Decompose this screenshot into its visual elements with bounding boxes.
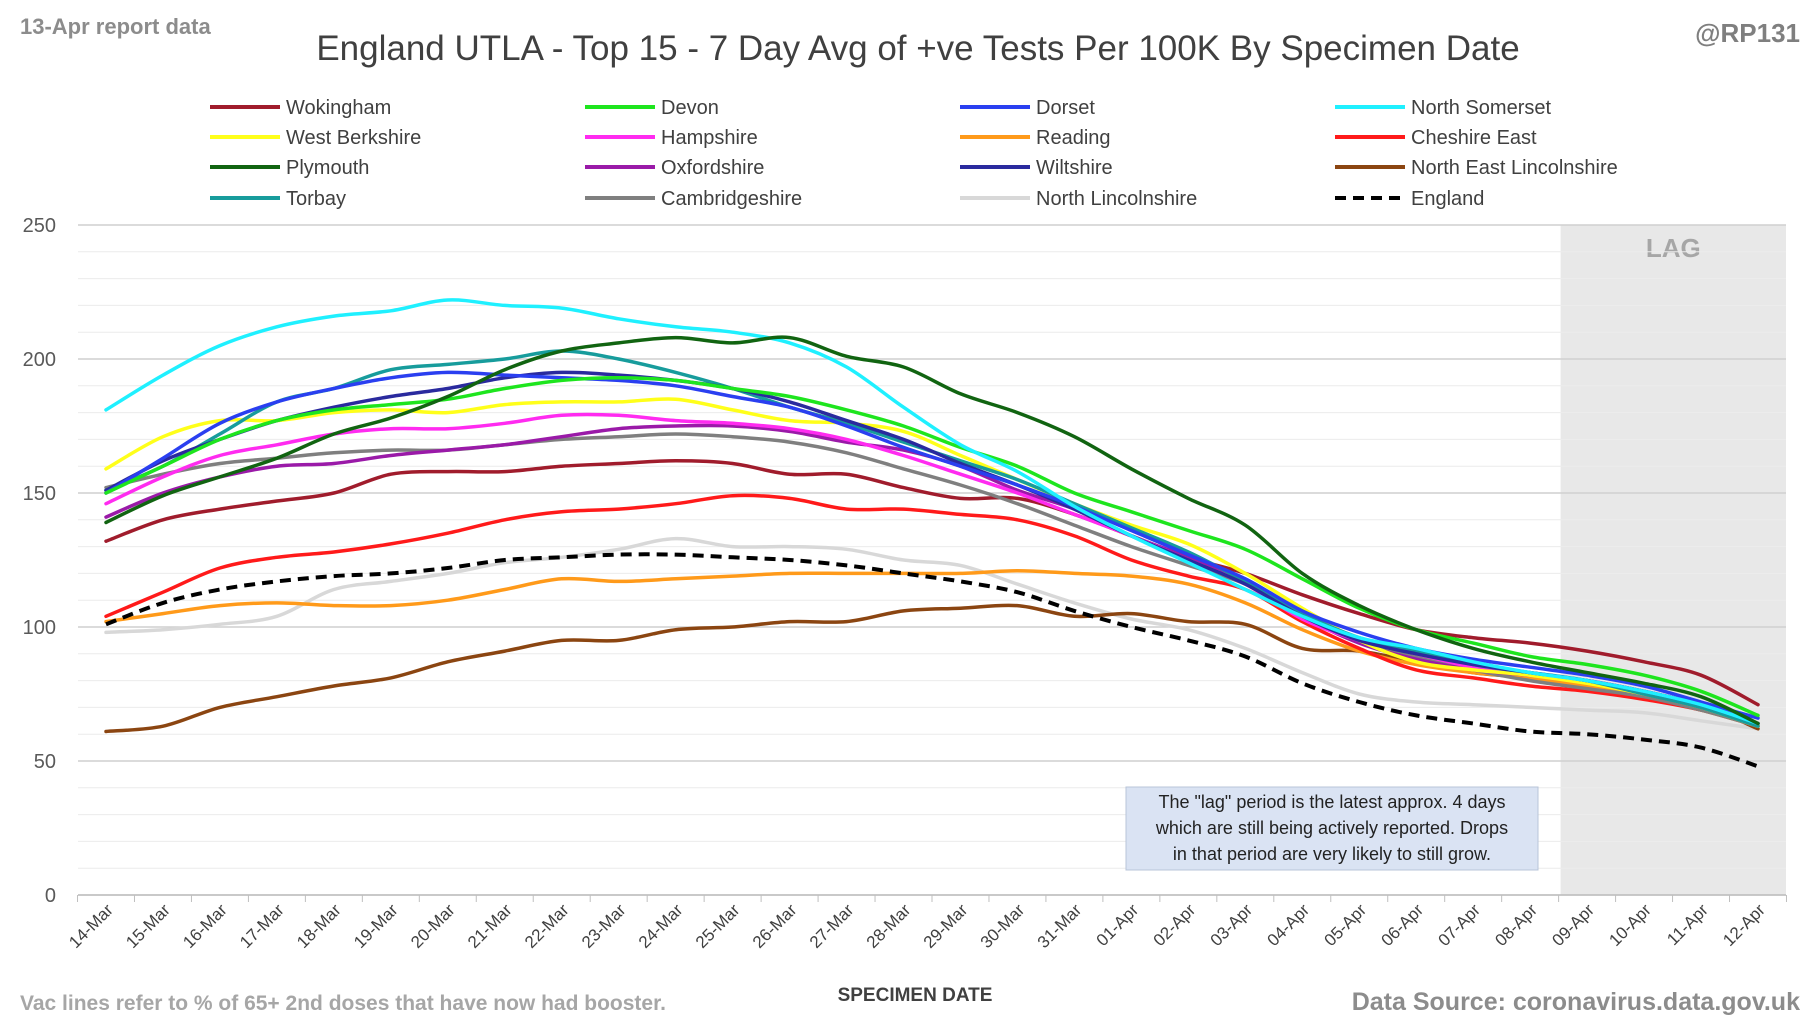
data-source: Data Source: coronavirus.data.gov.uk xyxy=(1352,988,1800,1016)
legend-item-plymouth: Plymouth xyxy=(210,157,369,179)
legend-label: Hampshire xyxy=(661,127,758,149)
y-tick-label: 0 xyxy=(45,885,56,907)
x-tick-label: 07-Apr xyxy=(1434,900,1484,950)
x-tick-label: 26-Mar xyxy=(749,900,801,952)
legend-item-wokingham: Wokingham xyxy=(210,97,391,119)
report-date: 13-Apr report data xyxy=(20,14,211,39)
legend-label: West Berkshire xyxy=(286,127,421,149)
legend-label: Cheshire East xyxy=(1411,127,1537,149)
series-line-west-berkshire xyxy=(104,397,1760,728)
legend-item-west-berkshire: West Berkshire xyxy=(210,127,421,149)
x-axis-title: SPECIMEN DATE xyxy=(838,985,993,1006)
y-axis: 0 50 100 150 200 250 xyxy=(23,215,56,907)
x-tick-label: 08-Apr xyxy=(1491,900,1541,950)
x-tick-label: 14-Mar xyxy=(65,900,117,952)
legend-label: Devon xyxy=(661,97,719,119)
x-tick-label: 19-Mar xyxy=(350,900,402,952)
x-tick-label: 05-Apr xyxy=(1321,900,1371,950)
x-tick-label: 09-Apr xyxy=(1548,900,1598,950)
legend-item-cheshire-east: Cheshire East xyxy=(1335,127,1537,149)
legend-item-dorset: Dorset xyxy=(960,97,1095,119)
chart-title: England UTLA - Top 15 - 7 Day Avg of +ve… xyxy=(316,29,1519,68)
y-tick-label: 250 xyxy=(23,215,56,237)
legend-item-north-somerset: North Somerset xyxy=(1335,97,1551,119)
series-line-plymouth xyxy=(104,335,1760,726)
legend-label: Plymouth xyxy=(286,157,369,179)
legend-label: Dorset xyxy=(1036,97,1095,119)
handle: @RP131 xyxy=(1695,18,1800,48)
legend-item-wiltshire: Wiltshire xyxy=(960,157,1113,179)
series-line-reading xyxy=(104,568,1760,728)
x-tick-label: 04-Apr xyxy=(1264,900,1314,950)
lag-note-line-3: in that period are very likely to still … xyxy=(1173,844,1491,864)
legend-item-north-lincolnshire: North Lincolnshire xyxy=(960,188,1197,210)
lag-note: The "lag" period is the latest approx. 4… xyxy=(1125,786,1539,871)
gridlines xyxy=(78,224,1786,896)
legend-item-oxfordshire: Oxfordshire xyxy=(585,157,764,179)
x-axis: 14-Mar 15-Mar 16-Mar 17-Mar 18-Mar 19-Mar 20-M… xyxy=(65,894,1787,952)
x-tick-label: 28-Mar xyxy=(863,900,915,952)
x-tick-label: 02-Apr xyxy=(1150,900,1200,950)
legend-label: Reading xyxy=(1036,127,1111,149)
x-tick-label: 24-Mar xyxy=(635,900,687,952)
lag-label: LAG xyxy=(1646,233,1701,263)
legend-label: North Somerset xyxy=(1411,97,1551,119)
x-tick-label: 12-Apr xyxy=(1719,900,1769,950)
lag-note-box xyxy=(1125,786,1539,871)
series-line-wiltshire xyxy=(104,370,1760,726)
legend-label: Cambridgeshire xyxy=(661,188,802,210)
series-line-north-lincolnshire xyxy=(104,536,1760,731)
x-tick-label: 29-Mar xyxy=(920,900,972,952)
x-tick-label: 23-Mar xyxy=(578,900,630,952)
x-tick-label: 18-Mar xyxy=(293,900,345,952)
legend-label: Wokingham xyxy=(286,97,391,119)
x-tick-label: 30-Mar xyxy=(977,900,1029,952)
x-tick-label: 31-Mar xyxy=(1034,900,1086,952)
y-tick-label: 100 xyxy=(23,617,56,639)
lag-note-line-2: which are still being actively reported.… xyxy=(1155,818,1508,838)
series-line-dorset xyxy=(104,370,1760,720)
legend-item-devon: Devon xyxy=(585,97,719,119)
x-tick-label: 15-Mar xyxy=(122,900,174,952)
series-line-england xyxy=(105,552,1759,769)
legend-label: Torbay xyxy=(286,188,346,210)
x-tick-label: 01-Apr xyxy=(1093,900,1143,950)
x-tick-label: 16-Mar xyxy=(179,900,231,952)
legend: Wokingham Devon Dorset North Somerset West B… xyxy=(210,97,1618,210)
x-tick-label: 10-Apr xyxy=(1605,900,1655,950)
x-tick-label: 06-Apr xyxy=(1378,900,1428,950)
legend-item-reading: Reading xyxy=(960,127,1111,149)
y-tick-label: 200 xyxy=(23,349,56,371)
legend-label: North East Lincolnshire xyxy=(1411,157,1618,179)
x-tick-label: 22-Mar xyxy=(521,900,573,952)
series-line-cheshire-east xyxy=(104,493,1760,728)
lag-region xyxy=(1560,225,1786,895)
x-tick-label: 21-Mar xyxy=(464,900,516,952)
y-tick-label: 50 xyxy=(34,751,56,773)
x-tick-label: 27-Mar xyxy=(806,900,858,952)
legend-item-cambridgeshire: Cambridgeshire xyxy=(585,188,802,210)
y-tick-label: 150 xyxy=(23,483,56,505)
lag-note-line-1: The "lag" period is the latest approx. 4… xyxy=(1159,792,1506,812)
legend-item-torbay: Torbay xyxy=(210,188,346,210)
vac-note: Vac lines refer to % of 65+ 2nd doses th… xyxy=(20,992,666,1015)
legend-item-north-east-lincolnshire: North East Lincolnshire xyxy=(1335,157,1618,179)
x-tick-label: 20-Mar xyxy=(407,900,459,952)
series-line-hampshire xyxy=(104,412,1760,726)
x-tick-label: 17-Mar xyxy=(236,900,288,952)
legend-label: North Lincolnshire xyxy=(1036,188,1197,210)
legend-label: Wiltshire xyxy=(1036,157,1113,179)
x-tick-label: 11-Apr xyxy=(1663,900,1712,949)
legend-label: England xyxy=(1411,188,1484,210)
series-line-devon xyxy=(104,376,1760,718)
series-line-north-somerset xyxy=(104,298,1760,726)
x-tick-label: 25-Mar xyxy=(692,900,744,952)
x-tick-label: 03-Apr xyxy=(1207,900,1257,950)
legend-item-england: England xyxy=(1335,188,1484,210)
series-line-wokingham xyxy=(104,459,1760,707)
series-lines xyxy=(104,298,1760,769)
legend-item-hampshire: Hampshire xyxy=(585,127,758,149)
legend-label: Oxfordshire xyxy=(661,157,764,179)
